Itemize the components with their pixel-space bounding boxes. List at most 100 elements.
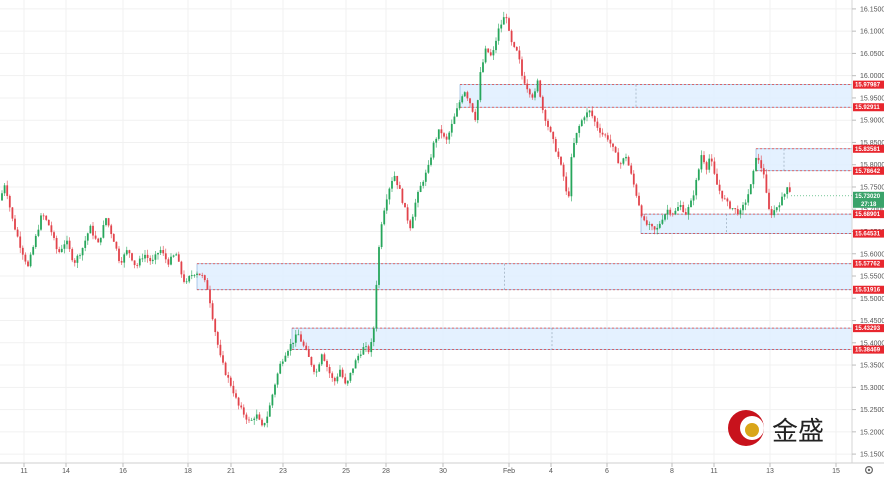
candle-body [534,91,536,98]
candle-body [211,303,214,320]
candle-body [14,218,16,230]
candle-body [175,254,178,256]
zone-box[interactable] [291,327,853,350]
candle-body [112,234,115,242]
candle-body [198,273,201,276]
settings-gear-icon[interactable] [864,465,874,475]
candle-body [562,164,565,177]
candle-body [385,199,388,211]
candle-body [396,175,399,186]
candle-body [266,416,269,423]
zone-box[interactable] [755,148,853,172]
current-price-label: 15.73020 [855,194,881,200]
candle-body [307,349,310,357]
candle-body [692,195,695,201]
candle-body [458,102,461,109]
candle-body [547,120,549,127]
candle-body [349,372,352,381]
candle-body [219,344,222,356]
x-tick-label: 11 [710,468,717,475]
candle-body [110,225,113,235]
zone-box[interactable] [196,263,853,291]
zone-box[interactable] [459,84,853,108]
candle-body [557,151,560,157]
candle-body [268,405,271,417]
candle-body [102,225,105,238]
candle-body [531,94,534,98]
candle-body [596,121,599,128]
x-tick-label: 15 [832,468,840,475]
candle-body [450,123,453,133]
candle-body [742,204,744,211]
candle-body [393,175,396,181]
candle-body [604,134,607,136]
candle-body [469,98,471,104]
candle-body [27,261,29,267]
candle-body [528,89,531,95]
candle-body [484,48,487,63]
y-tick-label: 15.50000 [860,296,884,303]
candle-body [183,274,185,282]
candle-body [721,190,724,199]
candle-body [788,187,791,192]
candle-body [367,346,370,353]
zones-layer [196,84,853,351]
candle-body [710,158,713,162]
candle-body [34,235,37,248]
candle-body [614,146,617,153]
candle-body [131,253,133,261]
candle-body [6,185,9,196]
candle-body [21,247,24,255]
candle-body [378,247,380,285]
candle-body [770,209,773,216]
zone-box[interactable] [640,213,853,234]
candle-body [188,276,191,282]
candle-body [619,163,622,165]
candle-body [456,108,458,117]
candle-body [216,332,219,345]
candle-body [419,185,422,193]
candle-body [708,158,711,170]
price-tag [853,285,884,294]
y-tick-label: 16.15000 [860,6,884,13]
candle-body [677,206,679,211]
candle-body [406,207,409,221]
candle-body [515,46,518,51]
candle-body [315,371,318,373]
candle-body [263,422,266,426]
candle-body [84,240,87,248]
candle-body [333,377,336,382]
candle-body [687,207,690,215]
candle-body [209,289,211,304]
candle-body [336,376,339,382]
candle-body [599,127,601,133]
candle-body [510,30,513,43]
candle-body [359,354,362,356]
candle-body [240,405,243,408]
candle-body [536,80,539,92]
candle-body [8,195,11,208]
x-tick-label: 14 [62,468,70,475]
candle-body [328,367,331,374]
candle-body [448,132,451,140]
time-axis[interactable]: 11 14 16 18 21 23 25 28 30 Feb 4 6 8 11 13 15 [20,463,840,475]
price-tag [853,103,884,112]
candle-body [640,205,643,217]
candle-body [588,110,591,113]
gear-icon[interactable] [864,465,874,475]
candle-body [601,132,604,135]
candle-body [24,254,27,262]
candle-body [658,223,661,228]
x-tick-label: 8 [670,468,674,475]
candle-body [482,62,484,73]
x-tick-label: 30 [439,468,447,475]
candle-body [370,342,373,353]
candle-body [196,273,198,275]
candle-body [300,334,302,342]
price-tag [853,259,884,268]
x-tick-label: 25 [342,468,350,475]
candle-body [128,250,131,254]
candle-body [749,184,752,195]
